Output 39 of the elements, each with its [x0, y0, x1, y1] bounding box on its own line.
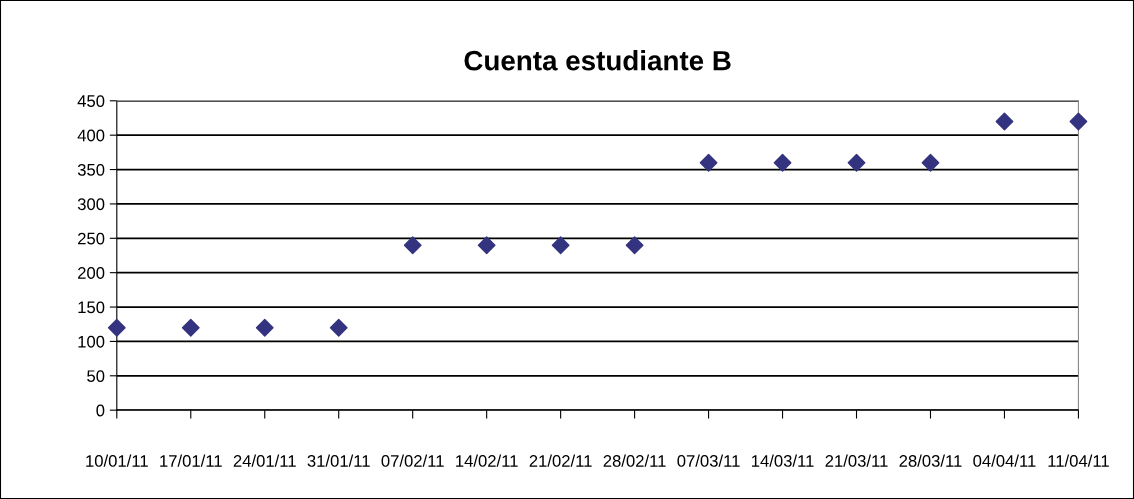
- point: [847, 153, 866, 172]
- y-tick-label: 300: [77, 198, 105, 211]
- y-tick-label: 350: [77, 163, 105, 176]
- chart-title: Cuenta estudiante B: [464, 50, 731, 71]
- point: [107, 318, 126, 337]
- point: [181, 318, 200, 337]
- x-tick-label: 31/01/11: [307, 454, 370, 467]
- point: [329, 318, 348, 337]
- x-tick-label: 07/03/11: [677, 454, 740, 467]
- y-tick-label: 50: [87, 370, 105, 383]
- y-tick-label: 250: [78, 232, 105, 245]
- x-tick-label: 28/03/11: [899, 454, 962, 467]
- point: [477, 236, 496, 255]
- x-tick-label: 11/04/11: [1048, 454, 1109, 467]
- point: [1069, 112, 1088, 131]
- y-tick-label: 100: [78, 335, 105, 348]
- x-tick-label: 21/03/11: [825, 454, 888, 467]
- point: [403, 236, 422, 255]
- y-tick-label: 400: [77, 129, 105, 142]
- point: [773, 153, 792, 172]
- x-tick-label: 28/02/11: [603, 454, 666, 467]
- x-tick-label: 04/04/11: [973, 454, 1036, 467]
- x-tick-label: 10/01/11: [86, 454, 148, 467]
- point: [995, 112, 1014, 131]
- y-tick-label: 0: [96, 404, 105, 417]
- x-tick-label: 21/02/11: [529, 454, 592, 467]
- x-tick-label: 14/03/11: [752, 454, 814, 467]
- x-tick-label: 24/01/11: [233, 454, 296, 467]
- point: [255, 318, 274, 337]
- point: [921, 153, 940, 172]
- y-tick-label: 150: [78, 301, 105, 314]
- y-tick-label: 450: [77, 95, 105, 107]
- x-tick-label: 07/02/11: [381, 454, 444, 467]
- point: [625, 236, 644, 255]
- point: [699, 153, 718, 172]
- x-tick-label: 14/02/11: [456, 454, 518, 467]
- x-tick-label: 17/01/11: [160, 454, 222, 467]
- y-tick-label: 200: [78, 267, 105, 279]
- point: [551, 236, 570, 255]
